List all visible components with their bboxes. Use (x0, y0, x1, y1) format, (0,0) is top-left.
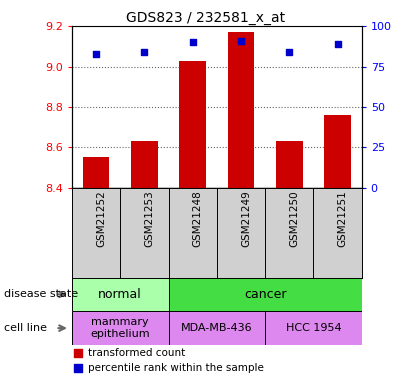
Text: mammary
epithelium: mammary epithelium (90, 317, 150, 339)
Point (238, 38, 244, 44)
Bar (169, 278, 362, 311)
Text: GSM21251: GSM21251 (337, 190, 348, 247)
Text: GSM21249: GSM21249 (241, 190, 251, 247)
Text: normal: normal (98, 288, 142, 301)
Text: GSM21248: GSM21248 (193, 190, 203, 247)
Bar (131, 141, 158, 188)
Text: GDS823 / 232581_x_at: GDS823 / 232581_x_at (126, 11, 285, 25)
Text: transformed count: transformed count (88, 348, 185, 358)
Bar (169, 311, 265, 345)
Text: cancer: cancer (244, 288, 286, 301)
Point (93, 51, 99, 57)
Bar (72, 311, 169, 345)
Text: GSM21250: GSM21250 (289, 190, 299, 247)
Bar (265, 311, 362, 345)
Bar (228, 32, 254, 188)
Text: cell line: cell line (4, 323, 47, 333)
Text: percentile rank within the sample: percentile rank within the sample (88, 363, 264, 374)
Text: GSM21253: GSM21253 (144, 190, 155, 247)
Point (266, 297, 273, 303)
Bar (276, 141, 302, 188)
Bar (72, 278, 169, 311)
Point (189, 39, 196, 45)
Text: disease state: disease state (4, 290, 78, 299)
Bar (179, 60, 206, 188)
Text: HCC 1954: HCC 1954 (286, 323, 341, 333)
Point (266, 160, 273, 166)
Point (334, 41, 341, 47)
Bar (324, 115, 351, 188)
Text: GSM21252: GSM21252 (96, 190, 106, 247)
Point (286, 49, 293, 55)
Bar (83, 157, 109, 188)
Text: MDA-MB-436: MDA-MB-436 (181, 323, 253, 333)
Point (141, 49, 148, 55)
